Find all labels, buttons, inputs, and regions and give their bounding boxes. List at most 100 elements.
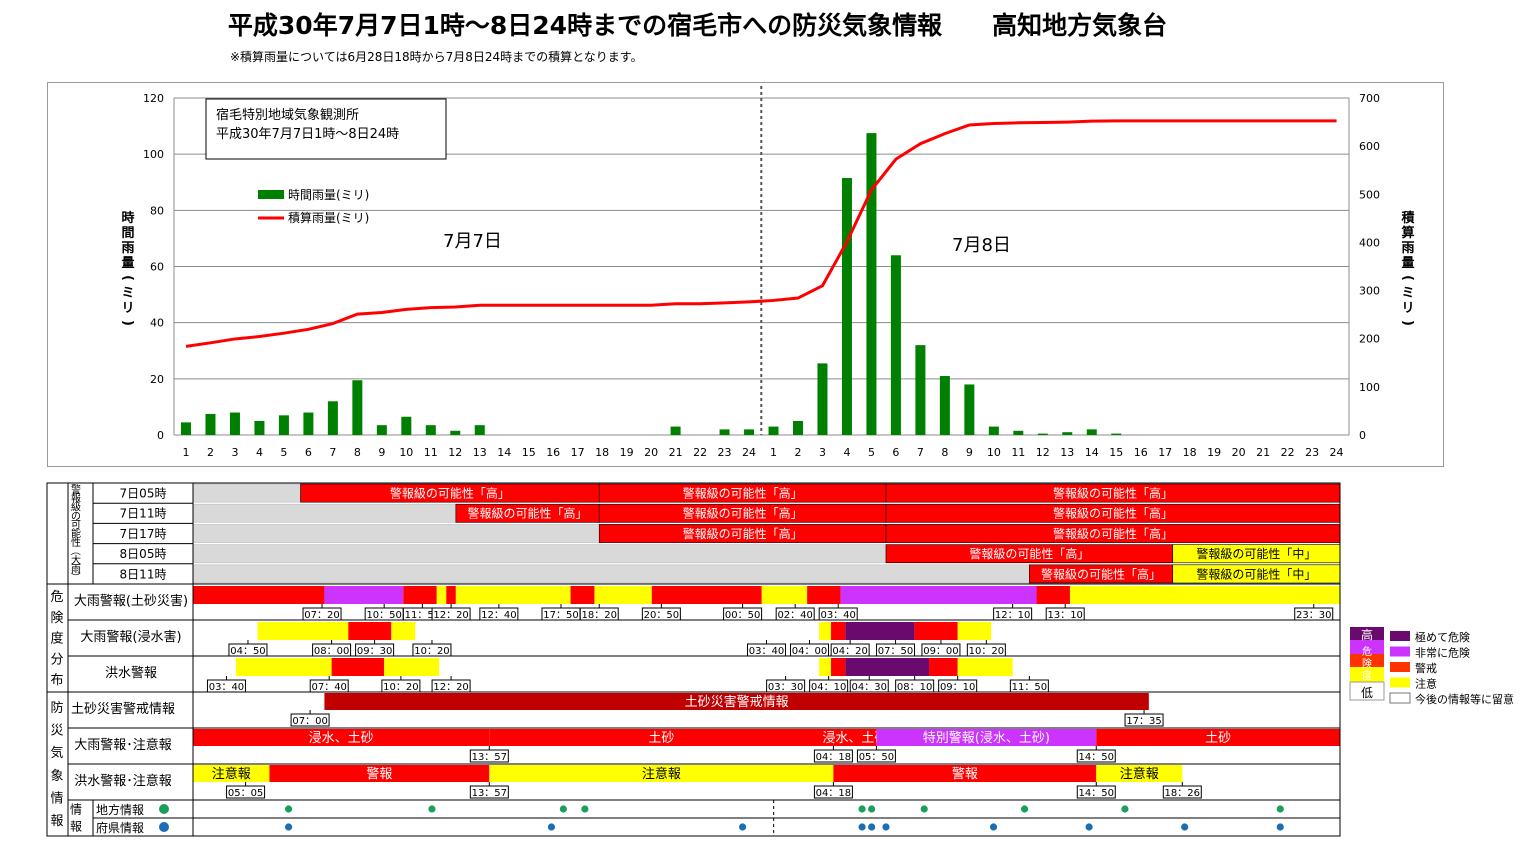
y-right-axis-title: ) <box>1400 320 1415 326</box>
x-tick-label: 8 <box>354 446 361 459</box>
time-callout <box>469 785 509 799</box>
time-callout-label: 14：50 <box>1079 788 1114 799</box>
info-band-label: 警報 <box>366 766 392 782</box>
time-callout-label: 03：30 <box>768 682 803 693</box>
info-band <box>489 729 834 746</box>
warn-section-label: 性 <box>71 536 81 549</box>
legend-swatch <box>1389 692 1411 704</box>
hourly-rain-bar <box>719 429 730 435</box>
hourly-rain-bar <box>964 384 975 435</box>
time-callout-label: 17：35 <box>1126 716 1161 727</box>
x-tick-label: 15 <box>1109 446 1123 459</box>
time-callout-label: 03：40 <box>749 646 784 657</box>
info-band <box>193 729 490 746</box>
info-band <box>193 765 270 782</box>
info-point-legend-dot <box>159 804 169 814</box>
info-point <box>868 805 876 813</box>
x-tick-label: 12 <box>448 446 462 459</box>
time-callout <box>1124 713 1164 727</box>
legend-item-label: 警戒 <box>1415 661 1437 675</box>
legend-scale-segment <box>1350 627 1384 640</box>
time-callout <box>813 785 853 799</box>
x-tick-label: 10 <box>987 446 1001 459</box>
warning-possibility-label: 警報級の可能性「高」 <box>683 506 803 521</box>
warn-section-label: 可 <box>71 520 81 531</box>
info-section-label: 象 <box>50 769 63 784</box>
x-tick-label: 13 <box>473 446 487 459</box>
risk-band <box>236 658 332 676</box>
accumulation-note: ※積算雨量については6月28日18時から7月8日24時までの積算となります。 <box>230 50 643 64</box>
legend-swatch <box>1390 646 1410 657</box>
legend-scale-segment <box>1349 681 1385 701</box>
x-tick-label: 21 <box>1256 446 1270 459</box>
time-callout <box>290 713 330 727</box>
y-left-axis-title: ミ <box>121 286 134 301</box>
x-tick-label: 24 <box>1330 446 1344 459</box>
time-callout-label: 17：50 <box>543 610 578 621</box>
y-right-tick-label: 0 <box>1359 429 1366 442</box>
warn-section-label: 雨 <box>71 564 81 575</box>
info-band <box>1096 729 1340 746</box>
time-callout-label: 09：30 <box>357 646 392 657</box>
y-right-tick-label: 400 <box>1359 236 1380 249</box>
risk-band <box>403 586 437 604</box>
x-tick-label: 10 <box>399 446 413 459</box>
risk-band <box>831 658 846 676</box>
legend-bar-swatch <box>258 190 284 199</box>
legend-scale-segment <box>1350 654 1384 667</box>
x-tick-label: 4 <box>843 446 850 459</box>
x-tick-label: 2 <box>795 446 802 459</box>
x-tick-label: 19 <box>1207 446 1221 459</box>
risk-band <box>455 586 571 604</box>
risk-band <box>840 586 1037 604</box>
info-point <box>920 805 928 813</box>
hourly-rain-bar <box>793 420 803 435</box>
station-period: 平成30年7月7日1時～8日24時 <box>216 127 399 142</box>
hourly-rain-bar <box>841 178 852 435</box>
time-callout-label: 13：57 <box>472 752 507 763</box>
info-point <box>581 805 589 813</box>
hourly-rain-bar <box>205 413 216 435</box>
hourly-rain-bar <box>254 420 265 435</box>
warning-possibility-label: 警報級の可能性「高」 <box>1053 506 1173 521</box>
cumulative-rain-line <box>185 119 1337 348</box>
legend-bar-label: 時間雨量(ミリ) <box>288 188 369 202</box>
risk-band <box>914 622 958 640</box>
y-left-tick-label: 120 <box>143 92 164 105</box>
x-tick-label: 22 <box>1281 446 1295 459</box>
y-left-tick-label: 80 <box>150 204 164 217</box>
hourly-rain-bar <box>1111 433 1122 435</box>
x-tick-label: 11 <box>1011 446 1025 459</box>
info-band-label: 浸水、土砂 <box>309 731 374 746</box>
y-right-tick-label: 700 <box>1359 92 1380 105</box>
x-tick-label: 11 <box>424 446 438 459</box>
hourly-rain-bar <box>1013 430 1024 435</box>
info-band <box>1096 765 1183 782</box>
y-right-axis-title: 積 <box>1400 210 1415 226</box>
warning-possibility-band <box>192 564 1030 584</box>
info-band <box>876 729 1097 746</box>
time-callout <box>1076 749 1116 763</box>
time-callout-label: 10：20 <box>383 682 418 693</box>
risk-section-label: 分 <box>50 652 63 667</box>
y-left-axis-title: 量 <box>121 256 134 271</box>
info-point <box>428 805 436 813</box>
y-left-tick-label: 100 <box>143 148 164 161</box>
x-tick-label: 23 <box>718 446 732 459</box>
day-label: 7月8日 <box>952 235 1011 256</box>
legend-item-label: 注意 <box>1415 677 1437 691</box>
time-callout-label: 12：20 <box>433 682 468 693</box>
hourly-rain-bar <box>352 380 363 435</box>
x-tick-label: 17 <box>1158 446 1172 459</box>
legend-swatch <box>1390 631 1410 641</box>
info-band-label: 土砂 <box>648 731 674 746</box>
warning-possibility-label: 警報級の可能性「高」 <box>683 526 803 541</box>
time-callout <box>856 749 896 763</box>
info-point <box>858 823 866 831</box>
info-point <box>1085 823 1093 831</box>
hourly-rain-bar <box>1086 429 1097 435</box>
x-tick-label: 5 <box>868 446 875 459</box>
legend-item-label: 非常に危険 <box>1415 647 1470 660</box>
x-tick-label: 20 <box>644 446 658 459</box>
info-row-label: 土砂災害警戒情報 <box>71 701 175 717</box>
